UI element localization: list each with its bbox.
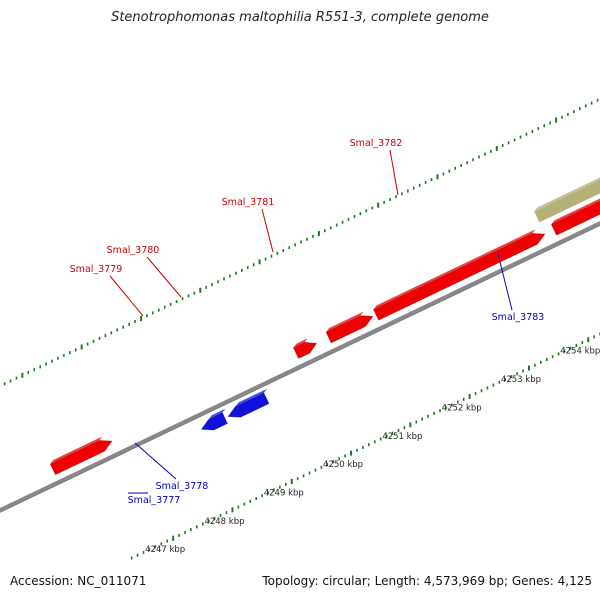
forward-gene-4 — [550, 200, 600, 236]
tick-label-4247: 4247 kbp — [145, 545, 185, 555]
smal-3780 — [325, 315, 374, 344]
smal-3777-label: Smal_3777 — [128, 495, 181, 506]
forward-gene-0-top — [50, 436, 103, 464]
tick-dot-rows — [3, 98, 600, 560]
smal-3778-label: Smal_3778 — [156, 481, 209, 492]
smal-3778 — [227, 392, 270, 418]
smal-3783-label: Smal_3783 — [492, 312, 545, 323]
smal-3781-leader — [261, 208, 274, 253]
smal-3782-top — [534, 177, 600, 212]
map-title: Stenotrophomonas maltophilia R551-3, com… — [111, 10, 489, 25]
forward-gene-0 — [49, 440, 113, 476]
smal-3779-leader — [109, 275, 144, 317]
smal-3780-leader — [146, 256, 182, 298]
smal-3779-label: Smal_3779 — [70, 264, 123, 275]
genome-backbone — [0, 221, 600, 513]
tick-label-4248: 4248 kbp — [204, 517, 244, 527]
tick-label-4252: 4252 kbp — [442, 403, 482, 413]
smal-3782-label: Smal_3782 — [350, 138, 403, 149]
forward-gene-4-top — [551, 198, 600, 225]
tick-label-4253: 4253 kbp — [501, 375, 541, 385]
smal-3781-label: Smal_3781 — [222, 197, 275, 208]
tick-labels: 4247 kbp 4248 kbp 4249 kbp 4250 kbp 4251 kbp… — [145, 347, 600, 556]
tick-label-4254: 4254 kbp — [560, 347, 600, 357]
smal-3781 — [372, 233, 546, 321]
smal-3780-label: Smal_3780 — [107, 245, 160, 256]
backbone-shadow — [0, 223, 600, 513]
smal-3777 — [200, 412, 228, 431]
genome-stats-text: Topology: circular; Length: 4,573,969 bp… — [262, 574, 592, 588]
smal-3778-top — [235, 388, 267, 407]
smal-3781-top — [373, 229, 536, 310]
smal-3780-top — [325, 311, 364, 333]
accession-text: Accession: NC_011071 — [10, 574, 147, 588]
smal-3783-leader — [497, 253, 513, 311]
backbone-line — [0, 221, 600, 513]
smal-3782-leader — [389, 149, 399, 196]
smal-3779 — [292, 341, 318, 359]
tick-label-4251: 4251 kbp — [382, 432, 422, 442]
gene-features — [49, 177, 600, 476]
smal-3779-top — [293, 338, 308, 348]
smal-3782 — [534, 180, 600, 223]
tick-label-4250: 4250 kbp — [323, 460, 363, 470]
smal-3777-top — [208, 408, 226, 420]
gene-labels: Smal_3779 Smal_3780 Smal_3781 Smal_3782 Smal… — [70, 138, 545, 506]
smal-3778-leader — [134, 442, 177, 480]
tick-label-4249: 4249 kbp — [264, 489, 304, 499]
